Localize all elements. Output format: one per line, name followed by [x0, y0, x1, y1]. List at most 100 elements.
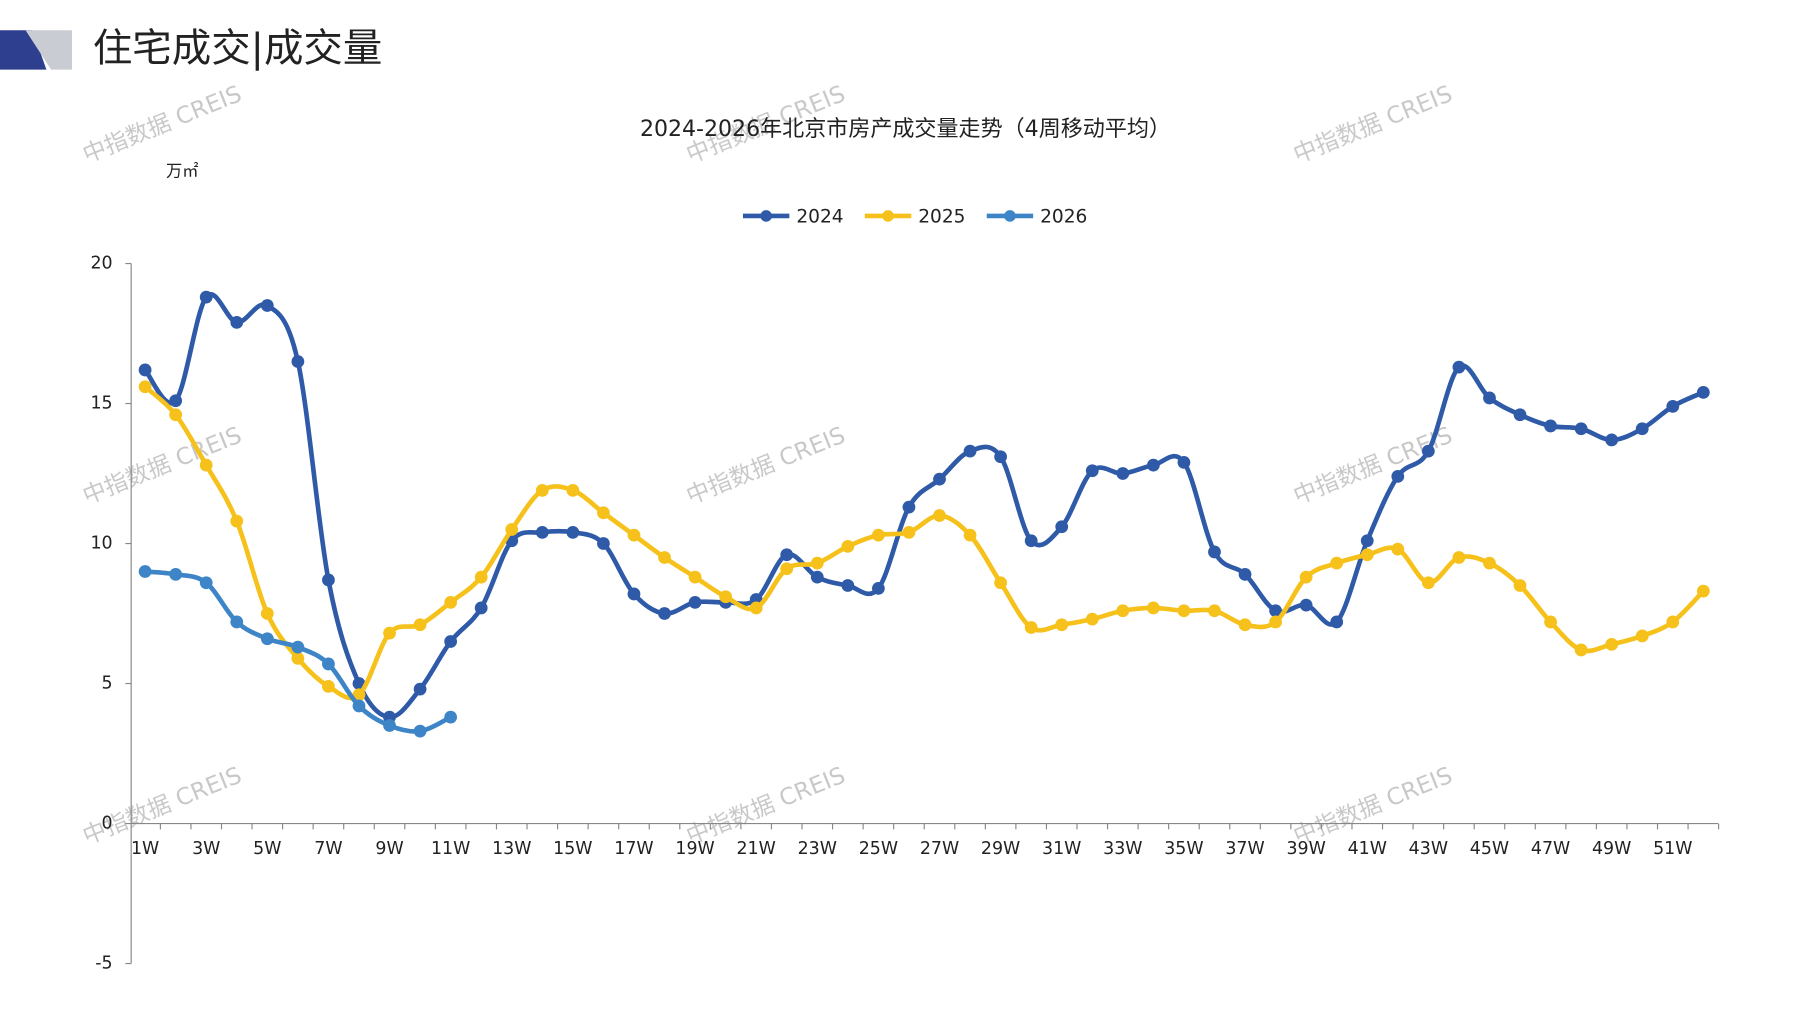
- x-tick-label: 19W: [675, 839, 714, 859]
- x-tick-label: 47W: [1531, 839, 1570, 859]
- point: [1024, 621, 1038, 634]
- point: [1024, 534, 1038, 548]
- point: [1574, 422, 1588, 436]
- x-tick-label: 3W: [192, 839, 220, 859]
- point: [413, 724, 427, 738]
- y-tick-label: 15: [90, 394, 112, 414]
- point: [1513, 579, 1527, 592]
- point: [1666, 399, 1680, 413]
- point: [413, 618, 427, 632]
- point: [535, 525, 549, 539]
- point: [444, 595, 458, 609]
- x-tick-label: 37W: [1225, 839, 1264, 859]
- x-tick-label: 1W: [131, 839, 159, 859]
- point: [933, 472, 946, 486]
- x-tick-label: 23W: [798, 839, 837, 859]
- point: [260, 607, 274, 620]
- point: [566, 525, 580, 539]
- x-tick-label: 41W: [1348, 839, 1387, 859]
- watermark: 中指数据 CREIS: [1290, 422, 1457, 510]
- point: [199, 576, 213, 590]
- point: [994, 576, 1007, 590]
- point: [260, 632, 274, 646]
- point: [444, 635, 458, 648]
- point: [1360, 548, 1374, 562]
- point: [444, 710, 458, 724]
- watermark: 中指数据 CREIS: [1290, 762, 1457, 850]
- point: [1635, 422, 1649, 436]
- point: [1483, 556, 1496, 570]
- x-tick-label: 39W: [1286, 839, 1325, 859]
- x-tick-label: 11W: [431, 839, 470, 859]
- point: [260, 299, 274, 312]
- point: [322, 657, 335, 671]
- legend-marker: [882, 210, 894, 222]
- x-tick-label: 33W: [1103, 839, 1142, 859]
- point: [902, 525, 916, 539]
- y-tick-label: 20: [90, 254, 112, 274]
- point: [719, 590, 733, 604]
- point: [810, 556, 824, 570]
- point: [291, 651, 305, 665]
- point: [322, 679, 335, 693]
- x-tick-label: 21W: [736, 839, 775, 859]
- point: [169, 567, 183, 581]
- point: [1330, 615, 1344, 629]
- legend-label: 2024: [796, 207, 843, 228]
- point: [1544, 615, 1557, 629]
- point: [872, 528, 885, 542]
- point: [1146, 458, 1160, 472]
- chart-title: 2024-2026年北京市房产成交量走势（4周移动平均）: [640, 117, 1171, 142]
- point: [1299, 570, 1313, 584]
- point: [1085, 612, 1099, 626]
- point: [1605, 433, 1619, 447]
- point: [199, 290, 213, 304]
- point: [658, 607, 671, 620]
- point: [169, 394, 183, 408]
- x-tick-label: 49W: [1592, 839, 1631, 859]
- point: [199, 458, 213, 472]
- point: [1452, 360, 1466, 374]
- legend-marker: [1004, 210, 1016, 222]
- x-tick-label: 13W: [492, 839, 531, 859]
- point: [352, 699, 366, 713]
- point: [1299, 598, 1313, 612]
- point: [291, 640, 305, 654]
- x-tick-label: 31W: [1042, 839, 1081, 859]
- point: [1513, 408, 1527, 422]
- point: [1055, 618, 1069, 632]
- x-tick-label: 51W: [1653, 839, 1692, 859]
- point: [902, 500, 916, 514]
- point: [749, 601, 763, 615]
- point: [1116, 604, 1130, 618]
- point: [1391, 469, 1405, 483]
- logo: [25, 30, 72, 70]
- point: [1696, 385, 1710, 399]
- point: [597, 537, 610, 550]
- watermark: 中指数据 CREIS: [682, 422, 849, 510]
- point: [1208, 604, 1221, 618]
- point: [169, 408, 183, 422]
- point: [230, 514, 244, 528]
- point: [688, 595, 702, 609]
- point: [963, 528, 977, 542]
- x-tick-label: 25W: [859, 839, 898, 859]
- point: [322, 573, 335, 587]
- point: [780, 562, 794, 576]
- point: [230, 615, 244, 629]
- point: [1483, 391, 1496, 405]
- point: [230, 315, 244, 329]
- watermark: 中指数据 CREIS: [682, 762, 849, 850]
- point: [597, 506, 610, 520]
- point: [1696, 584, 1710, 598]
- point: [1269, 604, 1282, 618]
- point: [1360, 534, 1374, 548]
- point: [688, 570, 702, 584]
- watermark: 中指数据 CREIS: [79, 762, 246, 850]
- x-tick-label: 17W: [614, 839, 653, 859]
- x-tick-label: 7W: [314, 839, 342, 859]
- y-tick-label: -5: [95, 954, 112, 974]
- y-tick-label: 10: [90, 534, 112, 554]
- point: [841, 579, 855, 592]
- point: [474, 601, 488, 615]
